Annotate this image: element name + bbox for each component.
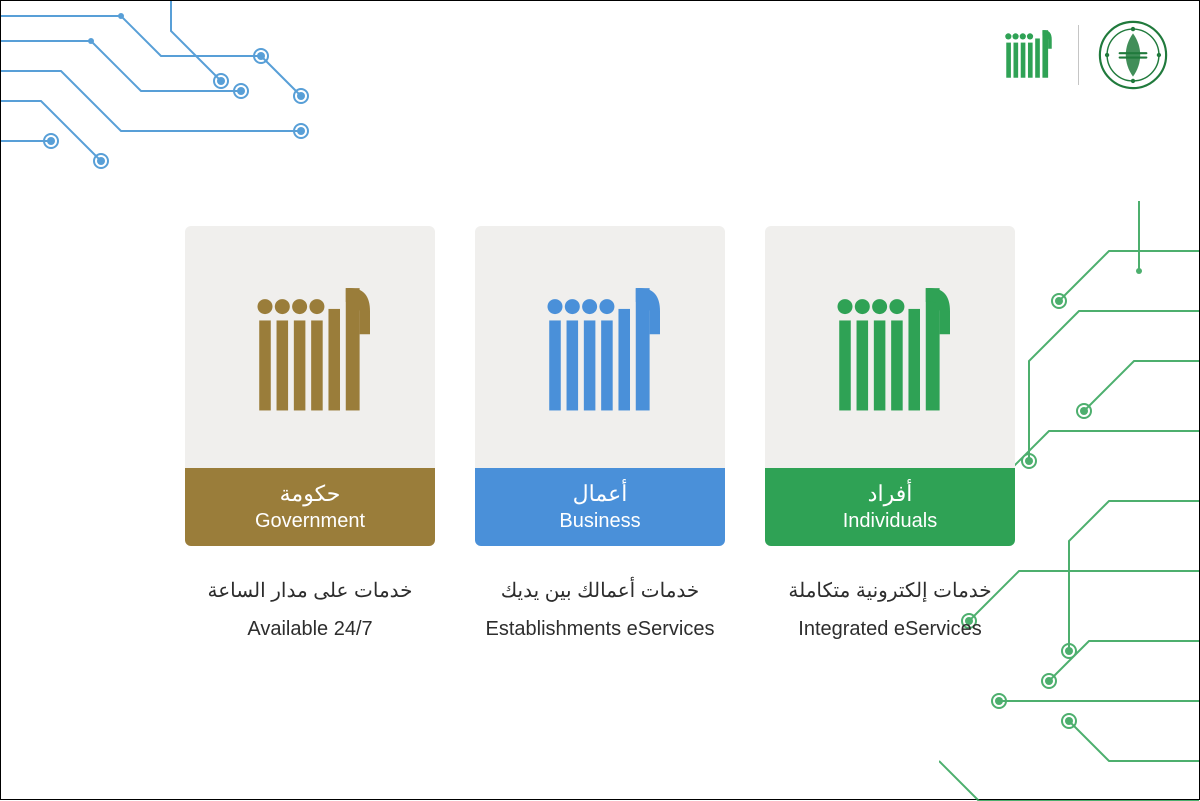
service-cards-row: حكومة Government خدمات على مدار الساعة A… — [1, 226, 1199, 646]
subtitle-en: Establishments eServices — [486, 612, 715, 646]
card-label-bar: حكومة Government — [185, 468, 435, 546]
card-label-bar: أعمال Business — [475, 468, 725, 546]
card-wrap-government: حكومة Government خدمات على مدار الساعة A… — [185, 226, 435, 646]
saudi-emblem-icon — [1097, 19, 1169, 91]
card-title-en: Individuals — [843, 508, 938, 535]
card-title-ar: حكومة — [280, 479, 341, 509]
card-government[interactable]: حكومة Government — [185, 226, 435, 546]
card-icon-area — [475, 226, 725, 468]
card-business[interactable]: أعمال Business — [475, 226, 725, 546]
card-icon-area — [765, 226, 1015, 468]
card-title-ar: أفراد — [868, 479, 913, 509]
card-subtitle-government: خدمات على مدار الساعة Available 24/7 — [207, 574, 412, 646]
subtitle-ar: خدمات إلكترونية متكاملة — [788, 574, 991, 608]
subtitle-en: Integrated eServices — [788, 612, 991, 646]
card-label-bar: أفراد Individuals — [765, 468, 1015, 546]
header-logos — [998, 19, 1169, 91]
card-title-en: Business — [559, 508, 640, 535]
card-individuals[interactable]: أفراد Individuals — [765, 226, 1015, 546]
header-divider — [1078, 25, 1079, 85]
card-title-en: Government — [255, 508, 365, 535]
card-subtitle-individuals: خدمات إلكترونية متكاملة Integrated eServ… — [788, 574, 991, 646]
card-wrap-business: أعمال Business خدمات أعمالك بين يديك Est… — [475, 226, 725, 646]
card-icon-area — [185, 226, 435, 468]
subtitle-en: Available 24/7 — [207, 612, 412, 646]
subtitle-ar: خدمات على مدار الساعة — [207, 574, 412, 608]
absher-logo-blue-icon — [530, 272, 670, 422]
absher-logo-green-icon — [820, 272, 960, 422]
circuit-decoration-topleft — [1, 1, 421, 201]
subtitle-ar: خدمات أعمالك بين يديك — [486, 574, 715, 608]
absher-logo-gold-icon — [240, 272, 380, 422]
card-wrap-individuals: أفراد Individuals خدمات إلكترونية متكامل… — [765, 226, 1015, 646]
card-title-ar: أعمال — [573, 479, 628, 509]
card-subtitle-business: خدمات أعمالك بين يديك Establishments eSe… — [486, 574, 715, 646]
absher-logo-icon — [998, 24, 1060, 86]
